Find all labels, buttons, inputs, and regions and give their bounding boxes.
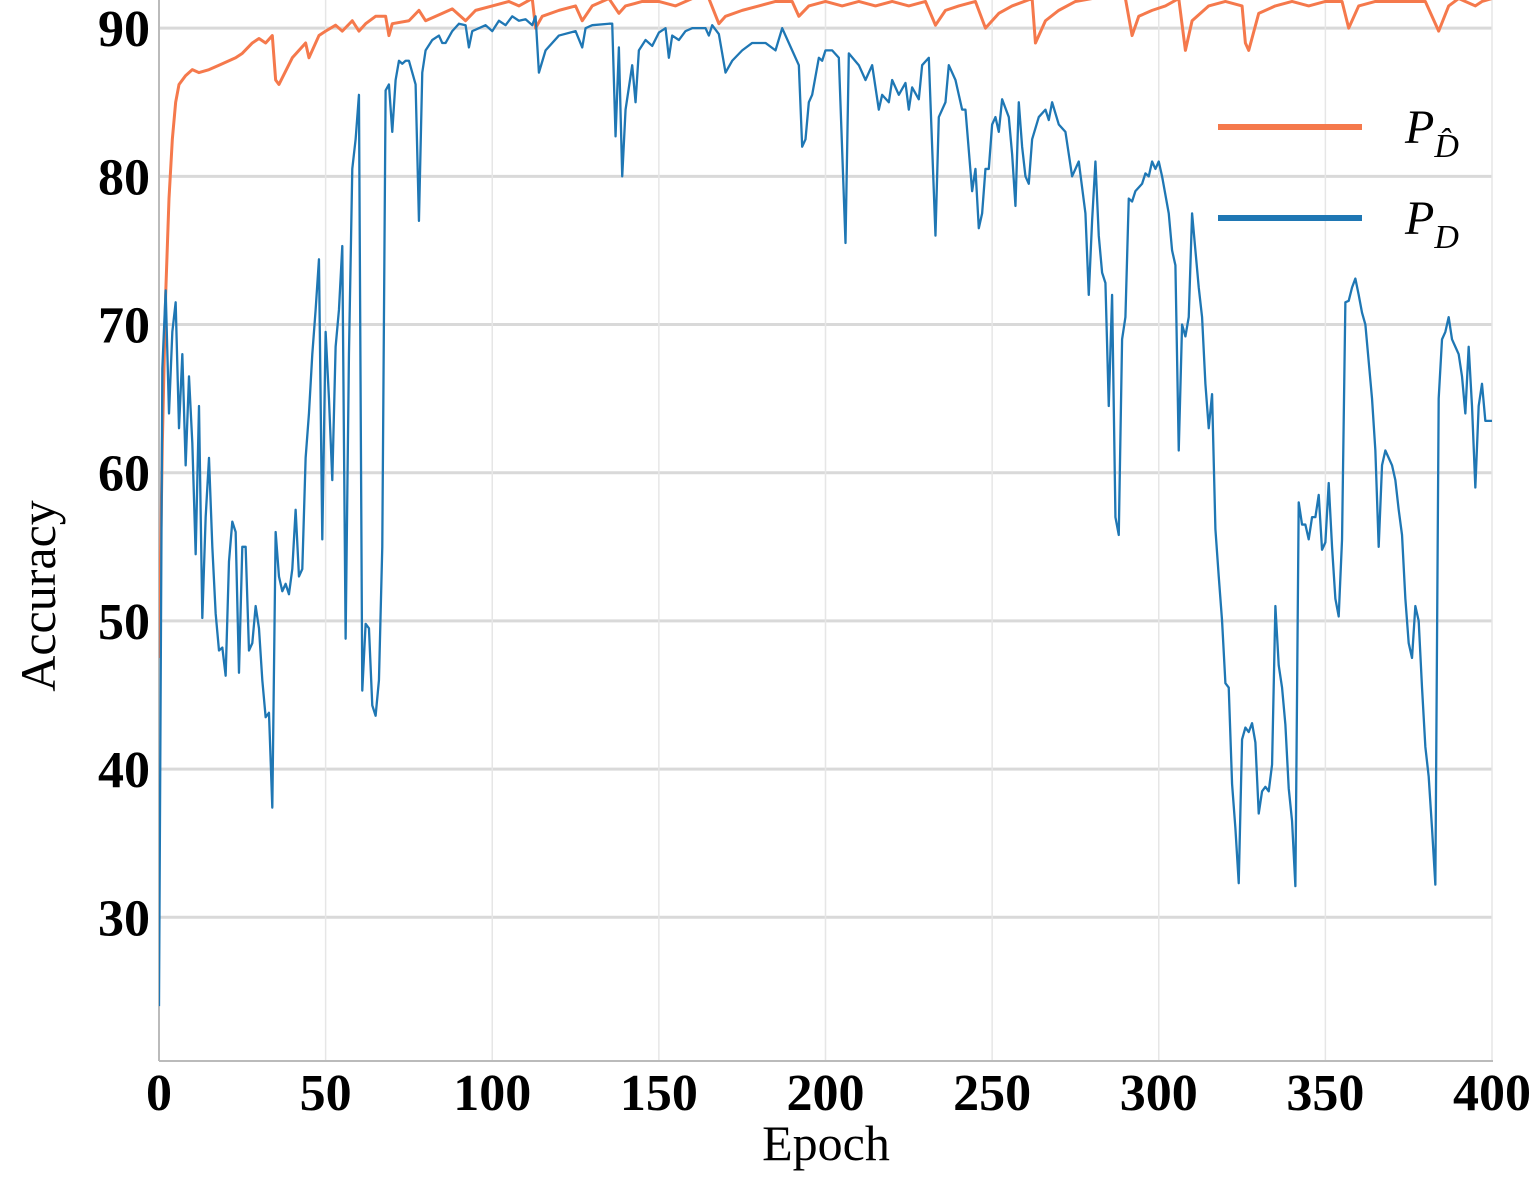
x-axis-label: Epoch	[762, 1115, 890, 1171]
x-tick-label: 350	[1286, 1065, 1364, 1122]
x-tick-label: 300	[1120, 1065, 1198, 1122]
y-tick-label: 40	[98, 742, 150, 799]
legend: PD̂ PD	[1218, 101, 1459, 256]
x-tick-label: 200	[787, 1065, 865, 1122]
x-tick-label: 50	[300, 1065, 352, 1122]
y-tick-label: 80	[98, 149, 150, 206]
y-tick-label: 90	[98, 1, 150, 58]
x-tick-label: 100	[453, 1065, 531, 1122]
data-line	[159, 15, 1492, 1007]
x-tick-label: 0	[146, 1065, 172, 1122]
x-tick-label: 250	[953, 1065, 1031, 1122]
y-tick-label: 70	[98, 298, 150, 355]
y-tick-label: 30	[98, 890, 150, 947]
data-line	[159, 0, 1493, 658]
plot-area	[159, 0, 1493, 1007]
x-tick-label: 400	[1453, 1065, 1531, 1122]
y-tick-label: 50	[98, 594, 150, 651]
y-axis-label: Accuracy	[10, 500, 66, 692]
legend-label: PD	[1404, 192, 1459, 256]
legend-label: PD̂	[1404, 101, 1459, 165]
labels: 30 40 50 60 70 80 90 0 50 100 150 200 250 300 350 400	[98, 1, 1531, 1122]
x-tick-label: 150	[620, 1065, 698, 1122]
y-tick-label: 60	[98, 446, 150, 503]
